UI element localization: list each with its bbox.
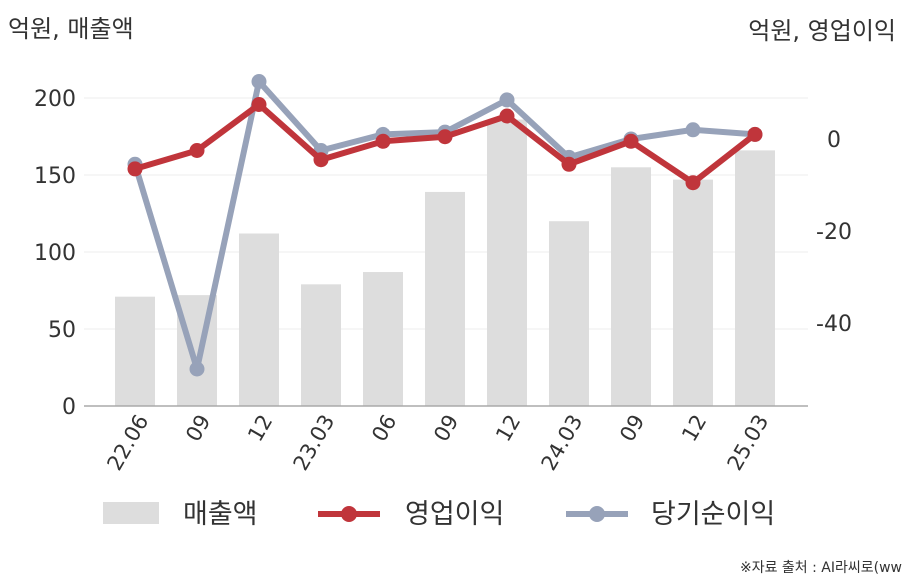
right-tick-label: 0 [827,128,841,153]
left-tick-label: 150 [34,164,76,189]
legend: 매출액 영업이익 당기순이익 [103,499,775,530]
source-note: ※자료 출처 : AI라씨로(ww [740,560,902,576]
right-axis-unit: 억원, 영업이익 [748,17,896,45]
x-tick-label: 12 [491,411,525,446]
point-영업이익-12 [499,108,515,124]
left-axis-unit: 억원, 매출액 [8,15,134,43]
bar-series-revenue [115,119,775,406]
point-영업이익-25.03 [747,126,763,142]
x-tick-label: 09 [429,411,463,446]
legend-line2-marker [589,506,605,522]
point-당기순이익-09 [189,361,205,377]
bar-24.03 [549,221,589,406]
bar-22.06 [115,296,155,406]
right-tick-label: -40 [816,312,852,337]
left-tick-label: 0 [62,395,76,420]
x-tick-label: 22.06 [102,411,153,475]
point-영업이익-22.06 [127,161,143,177]
x-tick-label: 06 [367,411,401,446]
point-영업이익-12 [685,175,701,191]
line-series [127,74,763,377]
x-tick-label: 23.03 [288,411,339,475]
legend-bar-label: 매출액 [183,499,258,530]
x-tick-label: 09 [615,411,649,446]
left-axis-ticks: 0 50 100 150 200 [34,87,76,420]
bar-12 [239,233,279,406]
left-tick-label: 100 [34,241,76,266]
x-axis-ticks: 22.06 09 12 23.03 06 09 12 24.03 09 12 25.03 [102,411,773,475]
point-영업이익-24.03 [561,156,577,172]
bar-09 [611,167,651,406]
legend-bar-swatch [103,502,159,524]
left-tick-label: 200 [34,87,76,112]
left-tick-label: 50 [48,318,76,343]
point-당기순이익-12 [251,74,267,89]
bar-12 [673,179,713,406]
right-axis-ticks: 0 -20 -40 [816,128,852,337]
x-tick-label: 25.03 [722,411,773,475]
x-tick-label: 09 [181,411,215,446]
bar-06 [363,272,403,406]
legend-line1-marker [341,506,357,522]
bar-25.03 [735,150,775,406]
x-tick-label: 12 [677,411,711,446]
bar-09 [425,191,465,406]
point-영업이익-23.03 [313,152,329,168]
point-영업이익-09 [623,133,639,149]
bar-12 [487,119,527,406]
legend-line1-label: 영업이익 [405,499,504,530]
x-tick-label: 12 [243,411,277,446]
point-영업이익-09 [189,143,205,158]
point-영업이익-12 [251,97,267,112]
bar-23.03 [301,284,341,406]
right-tick-label: -20 [816,220,852,245]
point-당기순이익-12 [499,92,515,108]
point-영업이익-06 [375,133,391,149]
point-당기순이익-12 [685,122,701,138]
x-tick-label: 24.03 [536,411,587,475]
legend-line2-label: 당기순이익 [651,499,775,530]
point-영업이익-09 [437,129,453,145]
